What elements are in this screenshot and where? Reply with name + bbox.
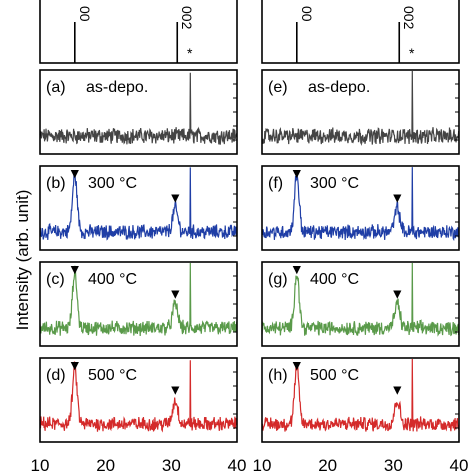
reference-label: 002: [179, 6, 195, 30]
reference-label: 002: [401, 6, 417, 30]
panel-label: (c): [46, 271, 65, 288]
reference-panel-frame: [261, 0, 460, 64]
peak-marker: ▼: [390, 189, 404, 205]
xrd-pattern-line: [261, 70, 460, 146]
x-tick-label: 30: [384, 456, 403, 474]
x-tick-label: 10: [31, 456, 50, 474]
x-tick-label: 20: [96, 456, 115, 474]
panel-label: (d): [46, 367, 66, 384]
x-tick-label: 20: [318, 456, 337, 474]
panel-condition: as-depo.: [86, 79, 148, 96]
reference-label: 00: [77, 6, 93, 22]
panel-condition: 500 °C: [88, 367, 137, 384]
peak-marker: ▼: [168, 285, 182, 301]
x-tick-label: 10: [253, 456, 272, 474]
reference-panel-frame: [39, 0, 238, 64]
xrd-panel: ▼▼(c) 400 °C: [39, 261, 238, 347]
panel-label: (b): [46, 175, 66, 192]
peak-marker: ▼: [168, 381, 182, 397]
panel-condition: 500 °C: [310, 367, 359, 384]
xrd-pattern-line: [39, 262, 238, 337]
peak-marker: ▼: [168, 189, 182, 205]
panel-condition: 300 °C: [310, 175, 359, 192]
x-tick-label: 40: [228, 456, 247, 474]
peak-marker: ▼: [290, 165, 304, 181]
xrd-pattern-line: [261, 358, 460, 432]
xrd-panel: (e) as-depo.: [261, 69, 460, 155]
panel-label: (e): [268, 79, 288, 96]
xrd-pattern-line: [39, 360, 238, 433]
reference-label: 00: [299, 6, 315, 22]
panel-label: (g): [268, 271, 288, 288]
panel-condition: as-depo.: [308, 79, 370, 96]
peak-marker: ▼: [290, 357, 304, 373]
panel-condition: 400 °C: [88, 271, 137, 288]
x-tick-label: 30: [162, 456, 181, 474]
panel-label: (h): [268, 367, 288, 384]
panel-label: (f): [268, 175, 283, 192]
substrate-marker: *: [187, 45, 193, 61]
xrd-pattern-line: [261, 262, 460, 337]
xrd-panel: ▼▼(h) 500 °C: [261, 357, 460, 443]
panel-condition: 400 °C: [310, 271, 359, 288]
peak-marker: ▼: [290, 261, 304, 277]
xrd-panel: (a) as-depo.: [39, 69, 238, 155]
peak-marker: ▼: [68, 165, 82, 181]
xrd-panel: ▼▼(g) 400 °C: [261, 261, 460, 347]
xrd-pattern-line: [39, 72, 238, 145]
xrd-panel: ▼▼(b) 300 °C: [39, 165, 238, 251]
xrd-pattern-line: [39, 167, 238, 241]
xrd-panel: ▼ ▼ (f) 300 °C: [261, 165, 460, 251]
panel-label: (a): [46, 79, 66, 96]
x-tick-label: 40: [450, 456, 469, 474]
plot-area: 00 002*(a) as-depo.▼▼(b) 300 °C▼▼(c) 400 °C▼…: [31, 0, 469, 474]
xrd-panel: ▼▼(d) 500 °C: [39, 357, 238, 443]
peak-marker: ▼: [68, 357, 82, 373]
panel-condition: 300 °C: [88, 175, 137, 192]
peak-marker: ▼: [390, 381, 404, 397]
peak-marker: ▼: [68, 261, 82, 277]
substrate-marker: *: [409, 45, 415, 61]
xrd-pattern-line: [261, 167, 460, 242]
peak-marker: ▼: [390, 285, 404, 301]
y-axis-label: Intensity (arb. unit): [13, 190, 32, 331]
